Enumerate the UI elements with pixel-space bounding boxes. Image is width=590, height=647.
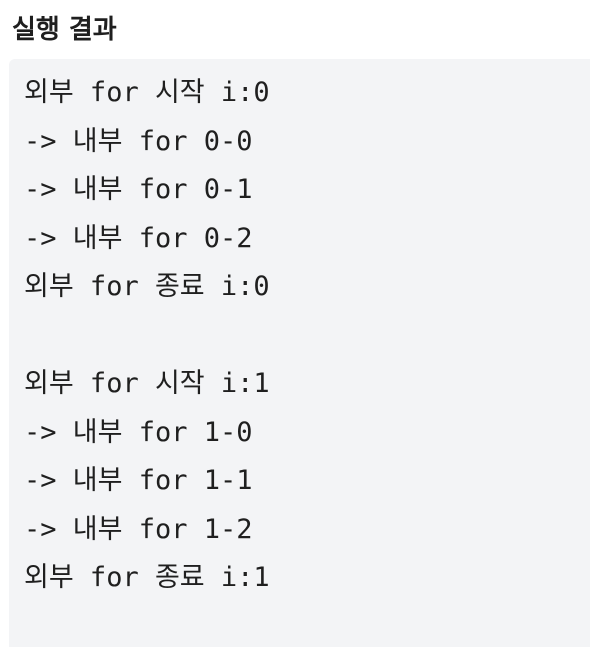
output-line: -> 내부 for 0-2 [24,222,253,254]
output-code-block: 외부 for 시작 i:0 -> 내부 for 0-0 -> 내부 for 0-… [9,59,590,647]
output-line: -> 내부 for 1-2 [24,513,253,545]
output-line: -> 내부 for 0-0 [24,125,253,157]
section-heading: 실행 결과 [12,15,117,45]
output-line: 외부 for 시작 i:1 [24,368,270,399]
output-line: -> 내부 for 1-0 [24,416,253,448]
output-line: 외부 for 종료 i:1 [24,562,270,593]
output-line-blank [24,312,590,361]
output-line: 외부 for 시작 i:0 [24,77,270,108]
output-line: 외부 for 종료 i:0 [24,271,270,302]
output-line: -> 내부 for 1-1 [24,465,253,496]
output-line: -> 내부 for 0-1 [24,174,253,205]
output-lines: 외부 for 시작 i:0 -> 내부 for 0-0 -> 내부 for 0-… [9,59,590,603]
